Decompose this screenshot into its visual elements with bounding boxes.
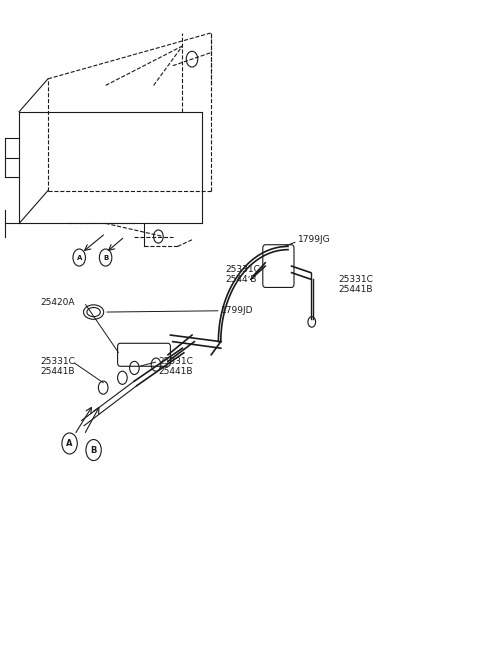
Text: 25441B: 25441B: [158, 367, 193, 376]
Text: A: A: [76, 254, 82, 261]
Text: 25420A: 25420A: [41, 298, 75, 307]
Text: 25441B: 25441B: [338, 284, 373, 294]
Text: 25331C: 25331C: [226, 265, 261, 274]
Text: 25331C: 25331C: [158, 357, 193, 366]
Text: 25441B: 25441B: [41, 367, 75, 376]
Text: 1799JG: 1799JG: [298, 235, 330, 244]
Text: 1799JD: 1799JD: [221, 306, 253, 315]
Text: B: B: [103, 254, 108, 261]
Text: 2544ʼB: 2544ʼB: [226, 275, 257, 284]
Text: B: B: [90, 445, 97, 455]
FancyBboxPatch shape: [263, 245, 294, 288]
FancyBboxPatch shape: [118, 343, 170, 367]
Text: 25331C: 25331C: [338, 275, 373, 284]
Text: A: A: [66, 439, 73, 448]
Text: 25331C: 25331C: [41, 357, 76, 366]
